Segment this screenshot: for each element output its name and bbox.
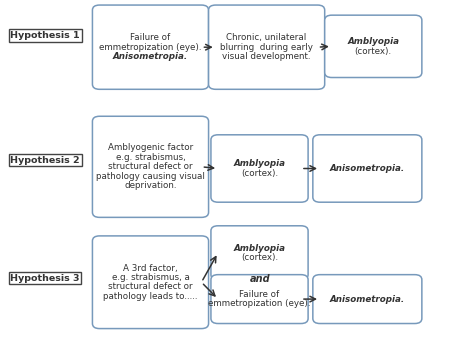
Text: Hypothesis 2: Hypothesis 2 [10,156,80,164]
Text: Failure of: Failure of [130,33,171,42]
Text: emmetropization (eye).: emmetropization (eye). [208,299,311,308]
FancyBboxPatch shape [92,5,209,89]
FancyBboxPatch shape [211,135,308,202]
Text: and: and [249,274,270,284]
Text: pathology causing visual: pathology causing visual [96,172,205,181]
Text: Anisometropia.: Anisometropia. [113,52,188,61]
Text: pathology leads to.....: pathology leads to..... [103,292,198,301]
Text: deprivation.: deprivation. [124,181,177,190]
FancyBboxPatch shape [313,275,422,324]
Text: Amblyopia: Amblyopia [234,159,285,168]
FancyBboxPatch shape [92,116,209,217]
Text: A 3rd factor,: A 3rd factor, [123,264,178,273]
Text: e.g. strabismus,: e.g. strabismus, [116,153,185,162]
FancyBboxPatch shape [211,226,308,280]
Text: structural defect or: structural defect or [108,162,193,171]
Text: e.g. strabismus, a: e.g. strabismus, a [111,273,190,282]
Text: Anisometropia.: Anisometropia. [330,164,405,173]
Text: Chronic, unilateral: Chronic, unilateral [227,33,307,42]
FancyBboxPatch shape [313,135,422,202]
FancyBboxPatch shape [209,5,325,89]
Text: Amblyopia: Amblyopia [347,37,399,46]
Text: Hypothesis 1: Hypothesis 1 [10,31,80,40]
Text: (cortex).: (cortex). [355,47,392,56]
Text: Amblyogenic factor: Amblyogenic factor [108,144,193,152]
Text: emmetropization (eye).: emmetropization (eye). [99,43,202,52]
Text: visual development.: visual development. [222,52,311,61]
Text: blurring  during early: blurring during early [220,43,313,52]
FancyBboxPatch shape [92,236,209,329]
Text: (cortex).: (cortex). [241,169,278,178]
Text: structural defect or: structural defect or [108,282,193,292]
Text: Amblyopia: Amblyopia [234,244,285,252]
Text: Anisometropia.: Anisometropia. [330,295,405,304]
Text: Failure of: Failure of [239,290,280,299]
FancyBboxPatch shape [211,275,308,324]
Text: (cortex).: (cortex). [241,253,278,262]
FancyBboxPatch shape [325,15,422,78]
Text: Hypothesis 3: Hypothesis 3 [10,274,80,282]
